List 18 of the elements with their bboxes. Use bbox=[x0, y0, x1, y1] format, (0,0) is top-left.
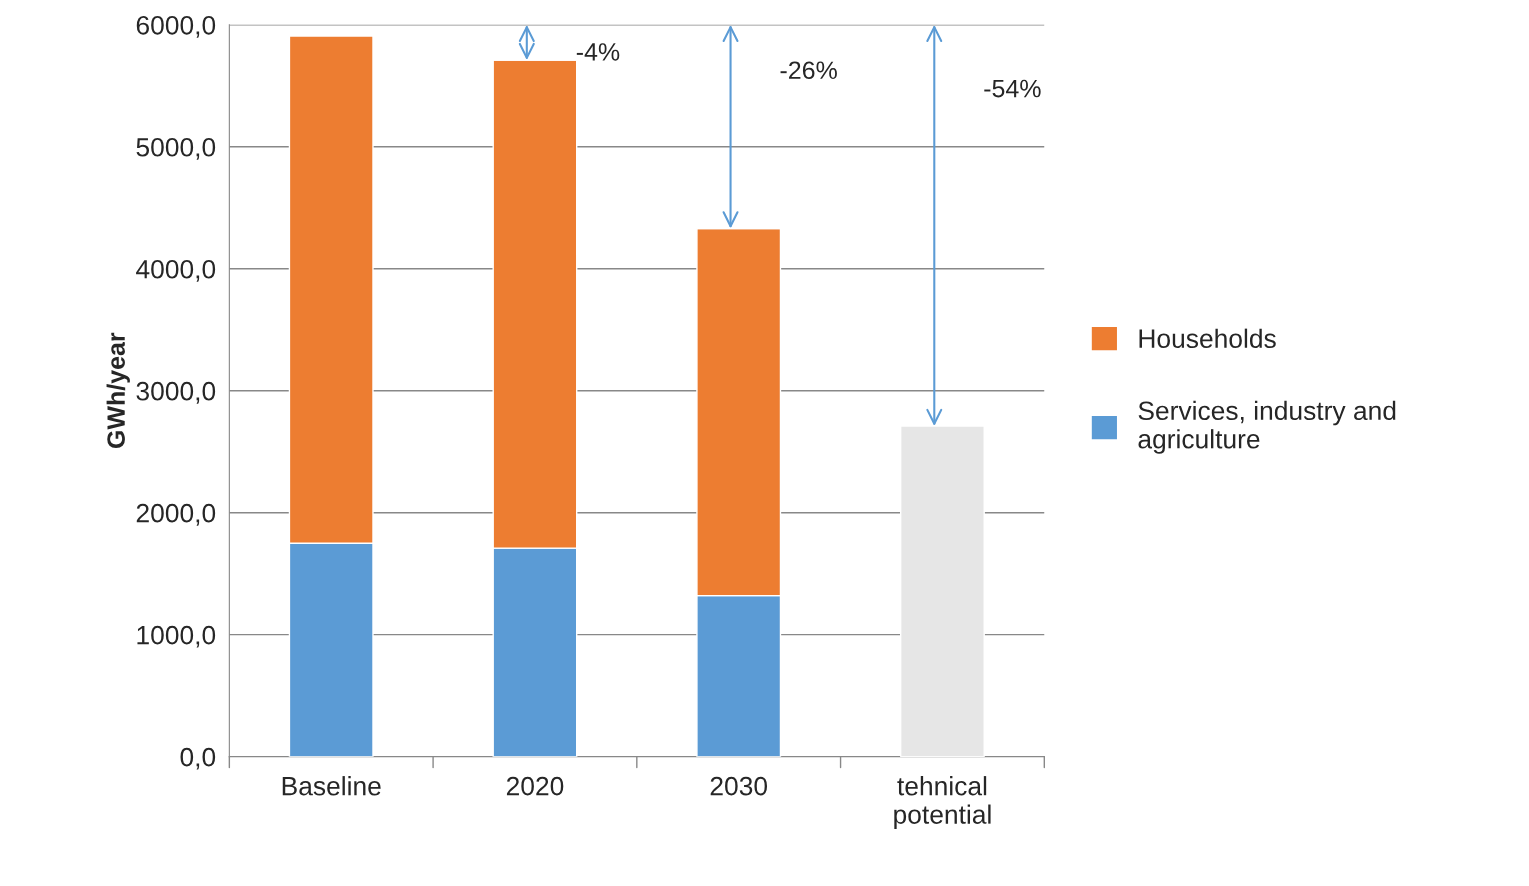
y-tick-label: 3000,0 bbox=[136, 381, 216, 404]
annotation: -4% bbox=[576, 43, 620, 61]
y-tick-label: 0,0 bbox=[180, 747, 216, 770]
y-tick-label: 5000,0 bbox=[136, 137, 216, 160]
x-tick-label: 2020 bbox=[506, 776, 564, 796]
legend-label: Households bbox=[1139, 328, 1276, 349]
y-tick-label: 2000,0 bbox=[136, 503, 216, 526]
annotation: -26% bbox=[780, 61, 837, 80]
x-tick-label: tehnical potential bbox=[894, 776, 991, 830]
x-tick-label: 2030 bbox=[710, 776, 768, 796]
y-tick-label: 4000,0 bbox=[136, 259, 216, 282]
bar bbox=[899, 425, 985, 757]
y-axis-title: GWh/year bbox=[106, 332, 130, 449]
y-tick-label: 6000,0 bbox=[136, 15, 216, 38]
annotation: -54% bbox=[984, 79, 1041, 98]
x-tick-label: Baseline bbox=[282, 776, 381, 796]
legend-label: Services, industry and agriculture bbox=[1138, 400, 1396, 454]
y-tick-label: 1000,0 bbox=[137, 625, 216, 648]
